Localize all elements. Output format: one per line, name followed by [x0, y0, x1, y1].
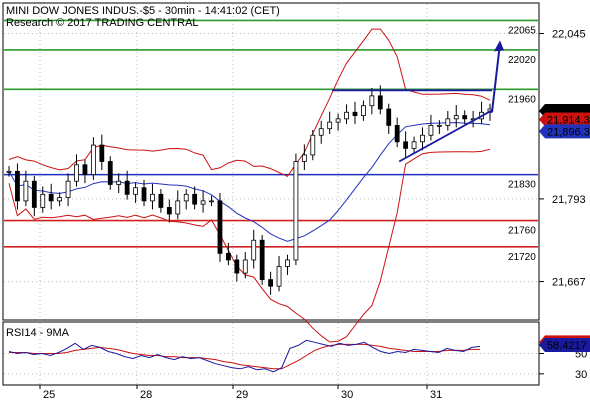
candle-body — [344, 111, 349, 120]
candle-body — [31, 180, 37, 208]
candle-body — [200, 200, 206, 205]
rsi-tick-label: 30 — [575, 369, 587, 381]
candle-body — [420, 134, 425, 143]
candle-body — [192, 193, 198, 205]
candle-body — [166, 207, 172, 215]
candle-body — [259, 239, 265, 281]
rsi-line — [8, 339, 481, 373]
candle-body — [301, 154, 307, 162]
candle-body — [175, 200, 181, 215]
candle-body — [285, 259, 290, 267]
candle-body — [217, 200, 223, 254]
candle-body — [386, 108, 392, 126]
rsi-rsi-badge — [539, 337, 590, 352]
candle-body — [23, 180, 29, 202]
price-axis: 22,045 21,793 21,667 — [539, 29, 586, 289]
candle-body — [107, 161, 113, 185]
triangle-bottom-line — [398, 109, 493, 163]
x-tick-label: 25 — [43, 389, 55, 400]
y-tick-label: 21,667 — [552, 277, 586, 289]
chart-title: MINI DOW JONES INDUS.-$5 - 30min - 14:41… — [6, 5, 280, 17]
rsi-rsi-label: 58.4217 — [547, 340, 587, 352]
y-tick-label: 21,793 — [552, 194, 586, 206]
moving_average-price-badge — [539, 124, 590, 139]
upper_band-price-label: 21,914.3 — [547, 115, 590, 127]
support-level-label: 21720 — [508, 252, 536, 263]
chart-copyright: Research © 2017 TRADING CENTRAL — [6, 17, 199, 29]
candle-body — [411, 141, 417, 149]
resistance-level-label: 21960 — [508, 94, 536, 105]
rsi-signal-line — [9, 343, 480, 370]
resistance-level-label: 22065 — [508, 25, 536, 36]
candle-body — [57, 197, 63, 202]
annotations — [332, 40, 504, 163]
candle-body — [158, 193, 164, 208]
candle-body — [74, 164, 79, 182]
candle-body — [310, 134, 316, 156]
moving_average-price-label: 21,896.3 — [547, 126, 590, 138]
pivot-level-label: 21830 — [508, 180, 536, 191]
x-tick-label: 30 — [341, 389, 353, 400]
candle-body — [352, 111, 358, 116]
candle-body — [90, 144, 96, 176]
candle-body — [403, 141, 409, 149]
candle-body — [335, 118, 341, 123]
candle-body — [234, 259, 240, 274]
candle-body — [276, 266, 282, 287]
y-tick-label: 22,045 — [552, 29, 586, 41]
bollinger-lower-line — [8, 148, 491, 343]
candle-body — [293, 161, 299, 261]
candle-body — [394, 125, 400, 143]
candle-body — [124, 180, 130, 195]
grid — [4, 4, 538, 384]
candle-body — [99, 144, 105, 162]
candle-body — [6, 170, 12, 173]
candle-body — [116, 180, 122, 185]
rsi-panel: 503060.909658.4217 — [4, 335, 590, 381]
rsi-title: RSI14 - 9MA — [6, 327, 70, 339]
candle-body — [141, 187, 147, 202]
candle-body — [65, 180, 71, 198]
projection-arrow — [491, 43, 501, 113]
candle-body — [369, 95, 375, 107]
candle-body — [15, 170, 20, 202]
candle-body — [226, 252, 231, 261]
candle-body — [48, 193, 54, 202]
x-tick-label: 29 — [236, 389, 248, 400]
candle-body — [133, 187, 138, 195]
x-tick-label: 31 — [430, 389, 442, 400]
candle-body — [242, 259, 248, 274]
support-level-label: 21760 — [508, 226, 536, 237]
candle-body — [377, 95, 383, 110]
candle-body — [82, 164, 88, 176]
candle-body — [318, 128, 324, 136]
candle-body — [209, 200, 214, 203]
moving-average-line — [8, 122, 491, 242]
upper_band-price-badge — [539, 112, 590, 127]
candle-body — [150, 193, 155, 202]
candle-body — [445, 118, 451, 126]
candle-body — [183, 193, 189, 202]
candle-body — [40, 193, 46, 208]
resistance-level-label: 22020 — [508, 55, 536, 66]
candle-body — [268, 279, 273, 287]
candle-body — [327, 121, 333, 130]
candle-body — [436, 125, 442, 127]
candle-body — [453, 115, 459, 120]
candle-body — [462, 115, 468, 120]
projection-arrow-head — [494, 40, 504, 52]
candle-body — [361, 105, 366, 116]
price-panel-frame — [2, 2, 540, 321]
x-tick-label: 28 — [140, 389, 152, 400]
candle-body — [428, 125, 434, 136]
candle-body — [251, 239, 257, 261]
time-axis: 25 28 29 30 31 — [39, 385, 442, 400]
